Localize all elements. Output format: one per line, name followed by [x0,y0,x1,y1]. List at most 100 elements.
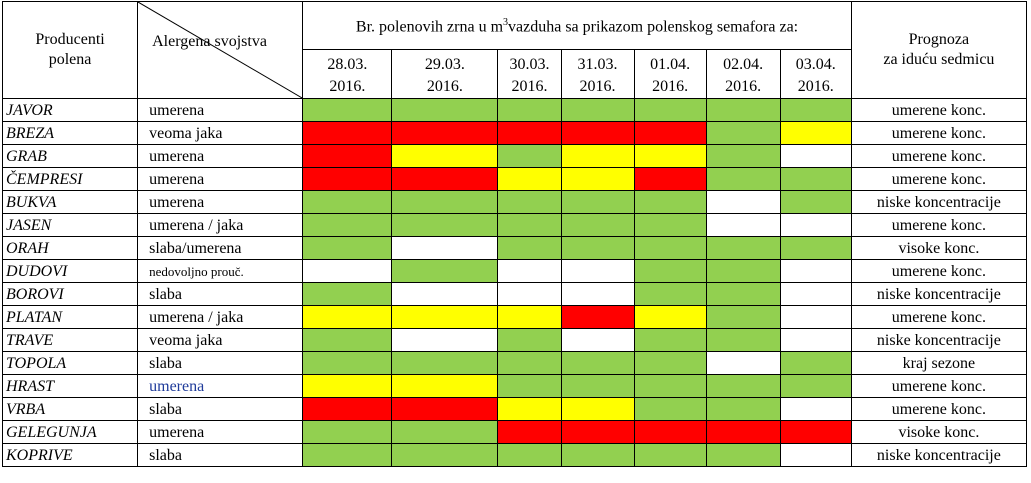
table-row: DUDOVI nedovoljno prouč. umerene konc. [1,259,1028,283]
producers-header: Producenti polena [1,1,139,99]
date-header: 28.03. 2016. [302,49,393,99]
date-header: 29.03. 2016. [391,49,499,99]
forecast-text: umerene konc. [850,121,1028,145]
pollen-level-cell [302,328,393,352]
pollen-level-cell [391,236,499,260]
pollen-level-cell [391,144,499,168]
allergen-strength: slaba [137,397,304,421]
pollen-level-cell [633,190,707,214]
pollen-level-cell [705,236,781,260]
pollen-level-cell [779,305,852,329]
table-row: BUKVA umerena niske koncentracije [1,190,1028,214]
pollen-level-cell [705,374,781,398]
pollen-level-cell [779,190,852,214]
pollen-level-cell [560,213,635,237]
allergen-strength: slaba [137,351,304,375]
table-row: JAVOR umerena umerene konc. [1,98,1028,122]
forecast-text: umerene konc. [850,305,1028,329]
forecast-label-line1: Prognoza [908,31,970,48]
plant-name: ČEMPRESI [1,167,139,191]
date-year: 2016. [652,78,689,95]
date-day: 29.03. [424,56,465,73]
pollen-level-cell [560,144,635,168]
pollen-level-cell [497,328,562,352]
plant-name: BUKVA [1,190,139,214]
pollen-level-cell [705,167,781,191]
pollen-level-cell [302,98,393,122]
pollen-level-cell [302,374,393,398]
pollen-level-cell [560,374,635,398]
forecast-text: umerene konc. [850,167,1028,191]
pollen-level-cell [779,213,852,237]
pollen-level-cell [705,351,781,375]
table-row: HRAST umerena umerene konc. [1,374,1028,398]
pollen-level-cell [302,144,393,168]
allergen-strength: umerena [137,167,304,191]
pollen-level-cell [391,374,499,398]
forecast-text: umerene konc. [850,374,1028,398]
pollen-level-cell [391,443,499,467]
pollen-count-header: Br. polenovih zrna u m3vazduha sa prikaz… [302,1,852,50]
date-day: 03.04. [795,56,836,73]
pollen-level-cell [497,397,562,421]
date-day: 30.03. [509,56,550,73]
pollen-level-cell [779,351,852,375]
pollen-level-cell [391,397,499,421]
pollen-level-cell [779,259,852,283]
pollen-level-cell [560,282,635,306]
pollen-level-cell [497,144,562,168]
pollen-level-cell [560,259,635,283]
pollen-level-cell [633,167,707,191]
pollen-level-cell [497,190,562,214]
allergen-strength: slaba [137,282,304,306]
plant-name: DUDOVI [1,259,139,283]
plant-name: ORAH [1,236,139,260]
pollen-level-cell [560,305,635,329]
pollen-level-cell [779,443,852,467]
allergen-strength: umerena [137,98,304,122]
allergen-strength: umerena [137,374,304,398]
table-row: VRBA slaba umerene konc. [1,397,1028,421]
pollen-level-cell [302,305,393,329]
allergen-strength: veoma jaka [137,328,304,352]
forecast-text: visoke konc. [850,236,1028,260]
pollen-level-cell [302,236,393,260]
pollen-level-cell [705,259,781,283]
pollen-level-cell [560,351,635,375]
table-body: JAVOR umerena umerene konc. BREZA veoma jaka… [1,98,1028,467]
pollen-table: Producenti polena Alergena svojstva Br. … [1,1,1028,467]
forecast-text: kraj sezone [850,351,1028,375]
forecast-text: niske koncentracije [850,190,1028,214]
table-row: JASEN umerena / jaka umerene konc. [1,213,1028,237]
table-row: KOPRIVE slaba niske koncentracije [1,443,1028,467]
allergen-strength: veoma jaka [137,121,304,145]
pollen-level-cell [705,98,781,122]
pollen-level-cell [302,167,393,191]
date-day: 28.03. [327,56,368,73]
pollen-level-cell [633,121,707,145]
producers-label-line1: Producenti [35,31,105,48]
pollen-level-cell [302,190,393,214]
allergen-strength: slaba/umerena [137,236,304,260]
date-day: 31.03. [577,56,618,73]
plant-name: HRAST [1,374,139,398]
pollen-level-cell [779,144,852,168]
pollen-level-cell [497,236,562,260]
table-row: PLATAN umerena / jaka umerene konc. [1,305,1028,329]
pollen-level-cell [633,305,707,329]
plant-name: GRAB [1,144,139,168]
date-year: 2016. [797,78,834,95]
pollen-level-cell [560,121,635,145]
pollen-level-cell [633,328,707,352]
table-row: ORAH slaba/umerena visoke konc. [1,236,1028,260]
pollen-level-cell [705,397,781,421]
pollen-level-cell [560,420,635,444]
date-year: 2016. [329,78,366,95]
pollen-level-cell [705,121,781,145]
pollen-level-cell [633,98,707,122]
pollen-level-cell [391,213,499,237]
date-header: 03.04. 2016. [779,49,852,99]
pollen-count-label-sup: 3 [503,17,509,29]
pollen-level-cell [302,397,393,421]
pollen-level-cell [302,259,393,283]
